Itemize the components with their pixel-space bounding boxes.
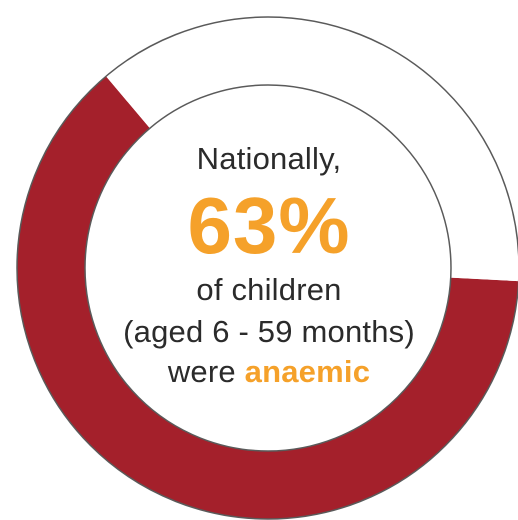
donut-segments xyxy=(17,17,518,519)
percent-value-label: 63% xyxy=(187,181,351,270)
label-nationally: Nationally, xyxy=(196,141,342,176)
donut-center-disc xyxy=(84,84,452,452)
label-age-range: (aged 6 - 59 months) xyxy=(123,314,415,349)
label-anaemic: anaemic xyxy=(244,354,371,389)
label-were: were xyxy=(167,354,245,389)
donut-segment-remainder xyxy=(105,17,518,282)
donut-segment-anaemic xyxy=(17,76,518,519)
label-were-anaemic: were anaemic xyxy=(0,354,518,390)
label-of-children: of children xyxy=(196,272,342,307)
donut-outer-outline xyxy=(16,16,518,520)
